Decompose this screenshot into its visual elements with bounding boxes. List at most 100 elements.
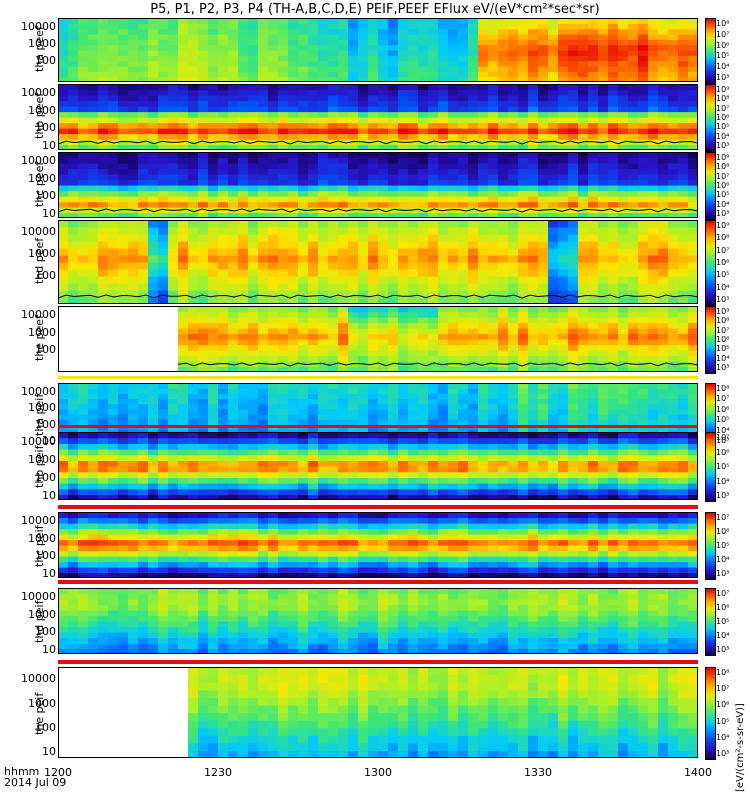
spectrogram-cell — [328, 168, 339, 175]
spectrogram-cell — [608, 84, 619, 91]
spectrogram-cell — [388, 55, 399, 62]
spectrogram-cell — [308, 290, 319, 298]
spectrogram-cell — [248, 89, 259, 96]
spectrogram-cell — [398, 66, 409, 72]
spectrogram-cell — [308, 174, 319, 181]
spectrogram-cell — [598, 403, 609, 410]
spectrogram-cell — [398, 152, 409, 159]
spectrogram-cell — [368, 494, 379, 500]
spectrogram-cell — [88, 262, 99, 270]
spectrogram-cell — [408, 388, 419, 394]
spectrogram-cell — [608, 174, 619, 181]
spectrogram-cell — [398, 494, 409, 500]
spectrogram-cell — [378, 297, 389, 304]
spectrogram-cell — [478, 234, 489, 242]
spectrogram-cell — [558, 201, 569, 208]
spectrogram-cell — [628, 23, 639, 30]
spectrogram-cell — [318, 23, 329, 30]
spectrogram-cell — [108, 133, 119, 140]
spectrogram-cell — [408, 322, 419, 329]
spectrogram-cell — [688, 157, 698, 164]
spectrogram-cell — [158, 283, 169, 291]
spectrogram-cell — [558, 220, 569, 228]
spectrogram-cell — [98, 50, 109, 56]
spectrogram-cell — [608, 128, 619, 135]
spectrogram-cell — [668, 403, 679, 410]
spectrogram-cell — [488, 50, 499, 56]
spectrogram-cell — [218, 306, 229, 313]
spectrogram-cell — [528, 220, 539, 228]
spectrogram-cell — [308, 133, 319, 140]
spectrogram-cell — [108, 139, 119, 146]
spectrogram-cell — [398, 18, 409, 24]
spectrogram-cell — [408, 333, 419, 340]
spectrogram-cell — [558, 328, 569, 335]
spectrogram-cell — [248, 185, 259, 192]
spectrogram-cell — [568, 128, 579, 135]
spectrogram-cell — [508, 50, 519, 56]
spectrogram-cell — [128, 432, 139, 439]
spectrogram-cell — [318, 366, 329, 372]
spectrogram-cell — [498, 190, 509, 197]
spectrogram-cell — [78, 84, 89, 91]
spectrogram-cell — [658, 414, 669, 420]
spectrogram-cell — [558, 355, 569, 362]
spectrogram-cell — [228, 248, 239, 256]
spectrogram-cell — [308, 488, 319, 495]
spectrogram-cell — [58, 201, 69, 208]
spectrogram-cell — [688, 241, 698, 249]
spectrogram-cell — [218, 432, 229, 439]
spectrogram-cell — [308, 322, 319, 329]
spectrogram-cell — [648, 220, 659, 228]
spectrogram-cell — [528, 133, 539, 140]
spectrogram-cell — [578, 122, 589, 129]
spectrogram-cell — [458, 276, 469, 284]
spectrogram-cell — [448, 333, 459, 340]
spectrogram-cell — [378, 361, 389, 368]
spectrogram-cell — [108, 39, 119, 46]
spectrogram-cell — [418, 443, 429, 450]
spectrogram-cell — [228, 190, 239, 197]
spectrogram-cell — [168, 403, 179, 410]
spectrogram-cell — [388, 241, 399, 249]
spectrogram-cell — [598, 269, 609, 277]
spectrogram-cell — [88, 196, 99, 203]
spectrogram-cell — [398, 449, 409, 456]
spectrogram-cell — [678, 179, 689, 186]
spectrogram-cell — [258, 388, 269, 394]
spectrogram-cell — [258, 322, 269, 329]
spectrogram-cell — [318, 398, 329, 405]
spectrogram-cell — [208, 71, 219, 78]
spectrogram-cell — [478, 95, 489, 102]
spectrogram-cell — [578, 66, 589, 72]
spectrogram-cell — [398, 460, 409, 467]
spectrogram-cell — [148, 212, 159, 218]
spectrogram-cell — [568, 106, 579, 113]
spectrogram-cell — [108, 255, 119, 263]
spectrogram-cell — [588, 419, 599, 425]
spectrogram-cell — [208, 454, 219, 461]
spectrogram-cell — [408, 297, 419, 304]
spectrogram-cell — [418, 144, 429, 150]
spectrogram-cell — [238, 23, 249, 30]
spectrogram-cell — [618, 283, 629, 291]
spectrogram-cell — [578, 366, 589, 372]
spectrogram-cell — [628, 163, 639, 170]
spectrogram-cell — [238, 95, 249, 102]
spectrogram-cell — [498, 111, 509, 118]
spectrogram-cell — [308, 471, 319, 478]
spectrogram-cell — [688, 117, 698, 124]
spectrogram-cell — [218, 355, 229, 362]
spectrogram-cell — [648, 383, 659, 389]
spectrogram-cell — [598, 283, 609, 291]
spectrogram-cell — [348, 241, 359, 249]
spectrogram-cell — [308, 220, 319, 228]
spectrogram-cell — [418, 179, 429, 186]
spectrogram-cell — [638, 322, 649, 329]
spectrogram-cell — [58, 419, 69, 425]
spectrogram-cell — [138, 23, 149, 30]
spectrogram-cell — [208, 241, 219, 249]
spectrogram-cell — [648, 190, 659, 197]
spectrogram-cell — [208, 168, 219, 175]
spectrogram-cell — [148, 89, 159, 96]
